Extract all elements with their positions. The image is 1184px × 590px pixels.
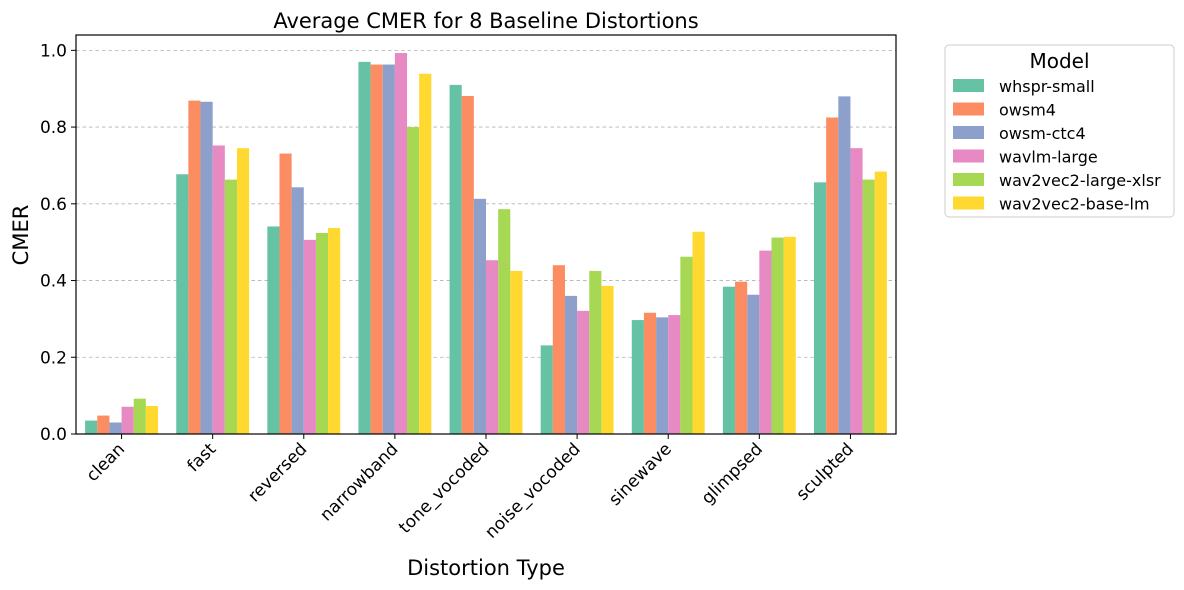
x-tick-label: noise_vocoded [481, 439, 584, 542]
bar-sinewave-whspr-small [631, 320, 644, 434]
bar-sinewave-owsm-ctc4 [656, 317, 669, 434]
bar-fast-owsm4 [188, 100, 201, 434]
y-tick-label: 0.2 [40, 348, 67, 368]
bar-noise_vocoded-owsm-ctc4 [564, 295, 578, 434]
x-axis-title: Distortion Type [407, 556, 565, 580]
y-tick-label: 0.0 [40, 425, 67, 445]
bar-narrowband-owsm-ctc4 [382, 64, 395, 434]
bar-tone_vocoded-owsm4 [461, 96, 474, 434]
bar-fast-wavlm-large [212, 145, 225, 435]
legend-label: wavlm-large [999, 148, 1098, 167]
bar-noise_vocoded-wav2vec2-base-lm [601, 285, 614, 434]
y-tick-label: 0.6 [40, 195, 67, 215]
x-tick-label: reversed [244, 439, 311, 506]
bar-sculpted-owsm-ctc4 [838, 96, 851, 434]
bar-reversed-wavlm-large [303, 239, 316, 434]
legend-label: whspr-small [999, 77, 1095, 96]
chart-title: Average CMER for 8 Baseline Distortions [273, 9, 698, 33]
bar-sculpted-wav2vec2-large-xlsr [862, 179, 875, 434]
legend-items: whspr-small owsm4 owsm-ctc4 wavlm-large wav2… [953, 77, 1161, 214]
y-tick-label: 1.0 [40, 41, 67, 61]
bar-clean-whspr-small [85, 420, 98, 434]
bar-sculpted-owsm4 [826, 117, 839, 435]
bar-noise_vocoded-whspr-small [540, 345, 553, 434]
bar-clean-wavlm-large [121, 406, 134, 434]
bar-narrowband-owsm4 [370, 64, 383, 434]
bar-sinewave-wavlm-large [668, 315, 681, 434]
legend-label: wav2vec2-base-lm [999, 195, 1150, 214]
y-tick-label: 0.4 [40, 272, 67, 292]
legend-frame [944, 44, 1175, 218]
bar-narrowband-wavlm-large [394, 53, 408, 434]
legend-title: Model [1029, 49, 1089, 73]
bar-sinewave-wav2vec2-large-xlsr [680, 256, 693, 434]
legend-swatch-wavlm-large [953, 149, 984, 163]
legend-swatch-owsm4 [953, 102, 984, 116]
y-axis-ticks: 0.0 0.2 0.4 0.6 0.8 1.0 [40, 41, 76, 445]
x-tick-label: tone_vocoded [395, 439, 493, 537]
y-tick-label: 0.8 [40, 118, 67, 138]
bar-reversed-whspr-small [267, 226, 280, 434]
legend-label: owsm4 [999, 101, 1056, 120]
bar-tone_vocoded-owsm-ctc4 [473, 198, 486, 434]
legend-swatch-owsm-ctc4 [953, 126, 984, 139]
bar-clean-wav2vec2-base-lm [145, 405, 158, 434]
bar-tone_vocoded-wav2vec2-base-lm [510, 270, 523, 434]
bar-narrowband-wav2vec2-large-xlsr [407, 127, 420, 434]
bar-reversed-wav2vec2-base-lm [328, 227, 341, 434]
bar-sculpted-wavlm-large [850, 148, 863, 434]
bar-narrowband-wav2vec2-base-lm [419, 73, 432, 434]
bar-noise_vocoded-wavlm-large [577, 310, 590, 434]
bar-sculpted-wav2vec2-base-lm [874, 171, 887, 434]
legend-label: owsm-ctc4 [999, 124, 1086, 143]
bar-sinewave-owsm4 [643, 312, 657, 434]
bar-reversed-owsm-ctc4 [291, 187, 304, 434]
bar-noise_vocoded-owsm4 [552, 265, 565, 434]
bar-narrowband-whspr-small [358, 61, 371, 435]
bar-glimpsed-owsm4 [735, 281, 748, 434]
bar-tone_vocoded-wavlm-large [486, 260, 499, 434]
bar-clean-owsm4 [97, 415, 110, 434]
bar-reversed-owsm4 [279, 153, 292, 435]
x-tick-label: glimpsed [698, 439, 767, 508]
bar-fast-owsm-ctc4 [200, 101, 213, 434]
bar-glimpsed-wav2vec2-base-lm [783, 236, 796, 434]
bar-glimpsed-owsm-ctc4 [747, 294, 760, 434]
bar-sculpted-whspr-small [814, 182, 827, 434]
bar-tone_vocoded-whspr-small [449, 84, 462, 435]
legend-swatch-wav2vec2-base-lm [953, 196, 984, 210]
bars [85, 53, 887, 435]
bar-fast-wav2vec2-base-lm [236, 148, 250, 434]
bar-glimpsed-wav2vec2-large-xlsr [771, 237, 784, 434]
x-tick-label: sculpted [793, 439, 858, 504]
bar-glimpsed-whspr-small [722, 286, 736, 434]
x-tick-label: clean [83, 439, 129, 485]
legend-swatch-wav2vec2-large-xlsr [953, 173, 984, 186]
bar-fast-wav2vec2-large-xlsr [224, 179, 237, 434]
x-axis-ticks: clean fast reversed narrowbandtone_vocodedn… [83, 434, 858, 543]
bar-glimpsed-wavlm-large [759, 250, 772, 434]
bar-sinewave-wav2vec2-base-lm [692, 231, 705, 434]
bar-fast-whspr-small [176, 174, 189, 434]
bar-tone_vocoded-wav2vec2-large-xlsr [498, 209, 511, 434]
x-tick-label: fast [183, 439, 220, 476]
bar-clean-owsm-ctc4 [109, 422, 122, 434]
x-tick-label: sinewave [605, 439, 675, 509]
legend-swatch-whspr-small [953, 79, 984, 92]
x-tick-label: narrowband [316, 439, 402, 525]
y-axis-title: CMER [9, 205, 33, 266]
bar-noise_vocoded-wav2vec2-large-xlsr [589, 270, 602, 434]
bar-clean-wav2vec2-large-xlsr [133, 398, 146, 434]
bar-reversed-wav2vec2-large-xlsr [315, 232, 329, 434]
legend-label: wav2vec2-large-xlsr [999, 171, 1161, 190]
legend: Model whspr-small owsm4 owsm-ctc4 wavlm-lar… [944, 44, 1175, 218]
